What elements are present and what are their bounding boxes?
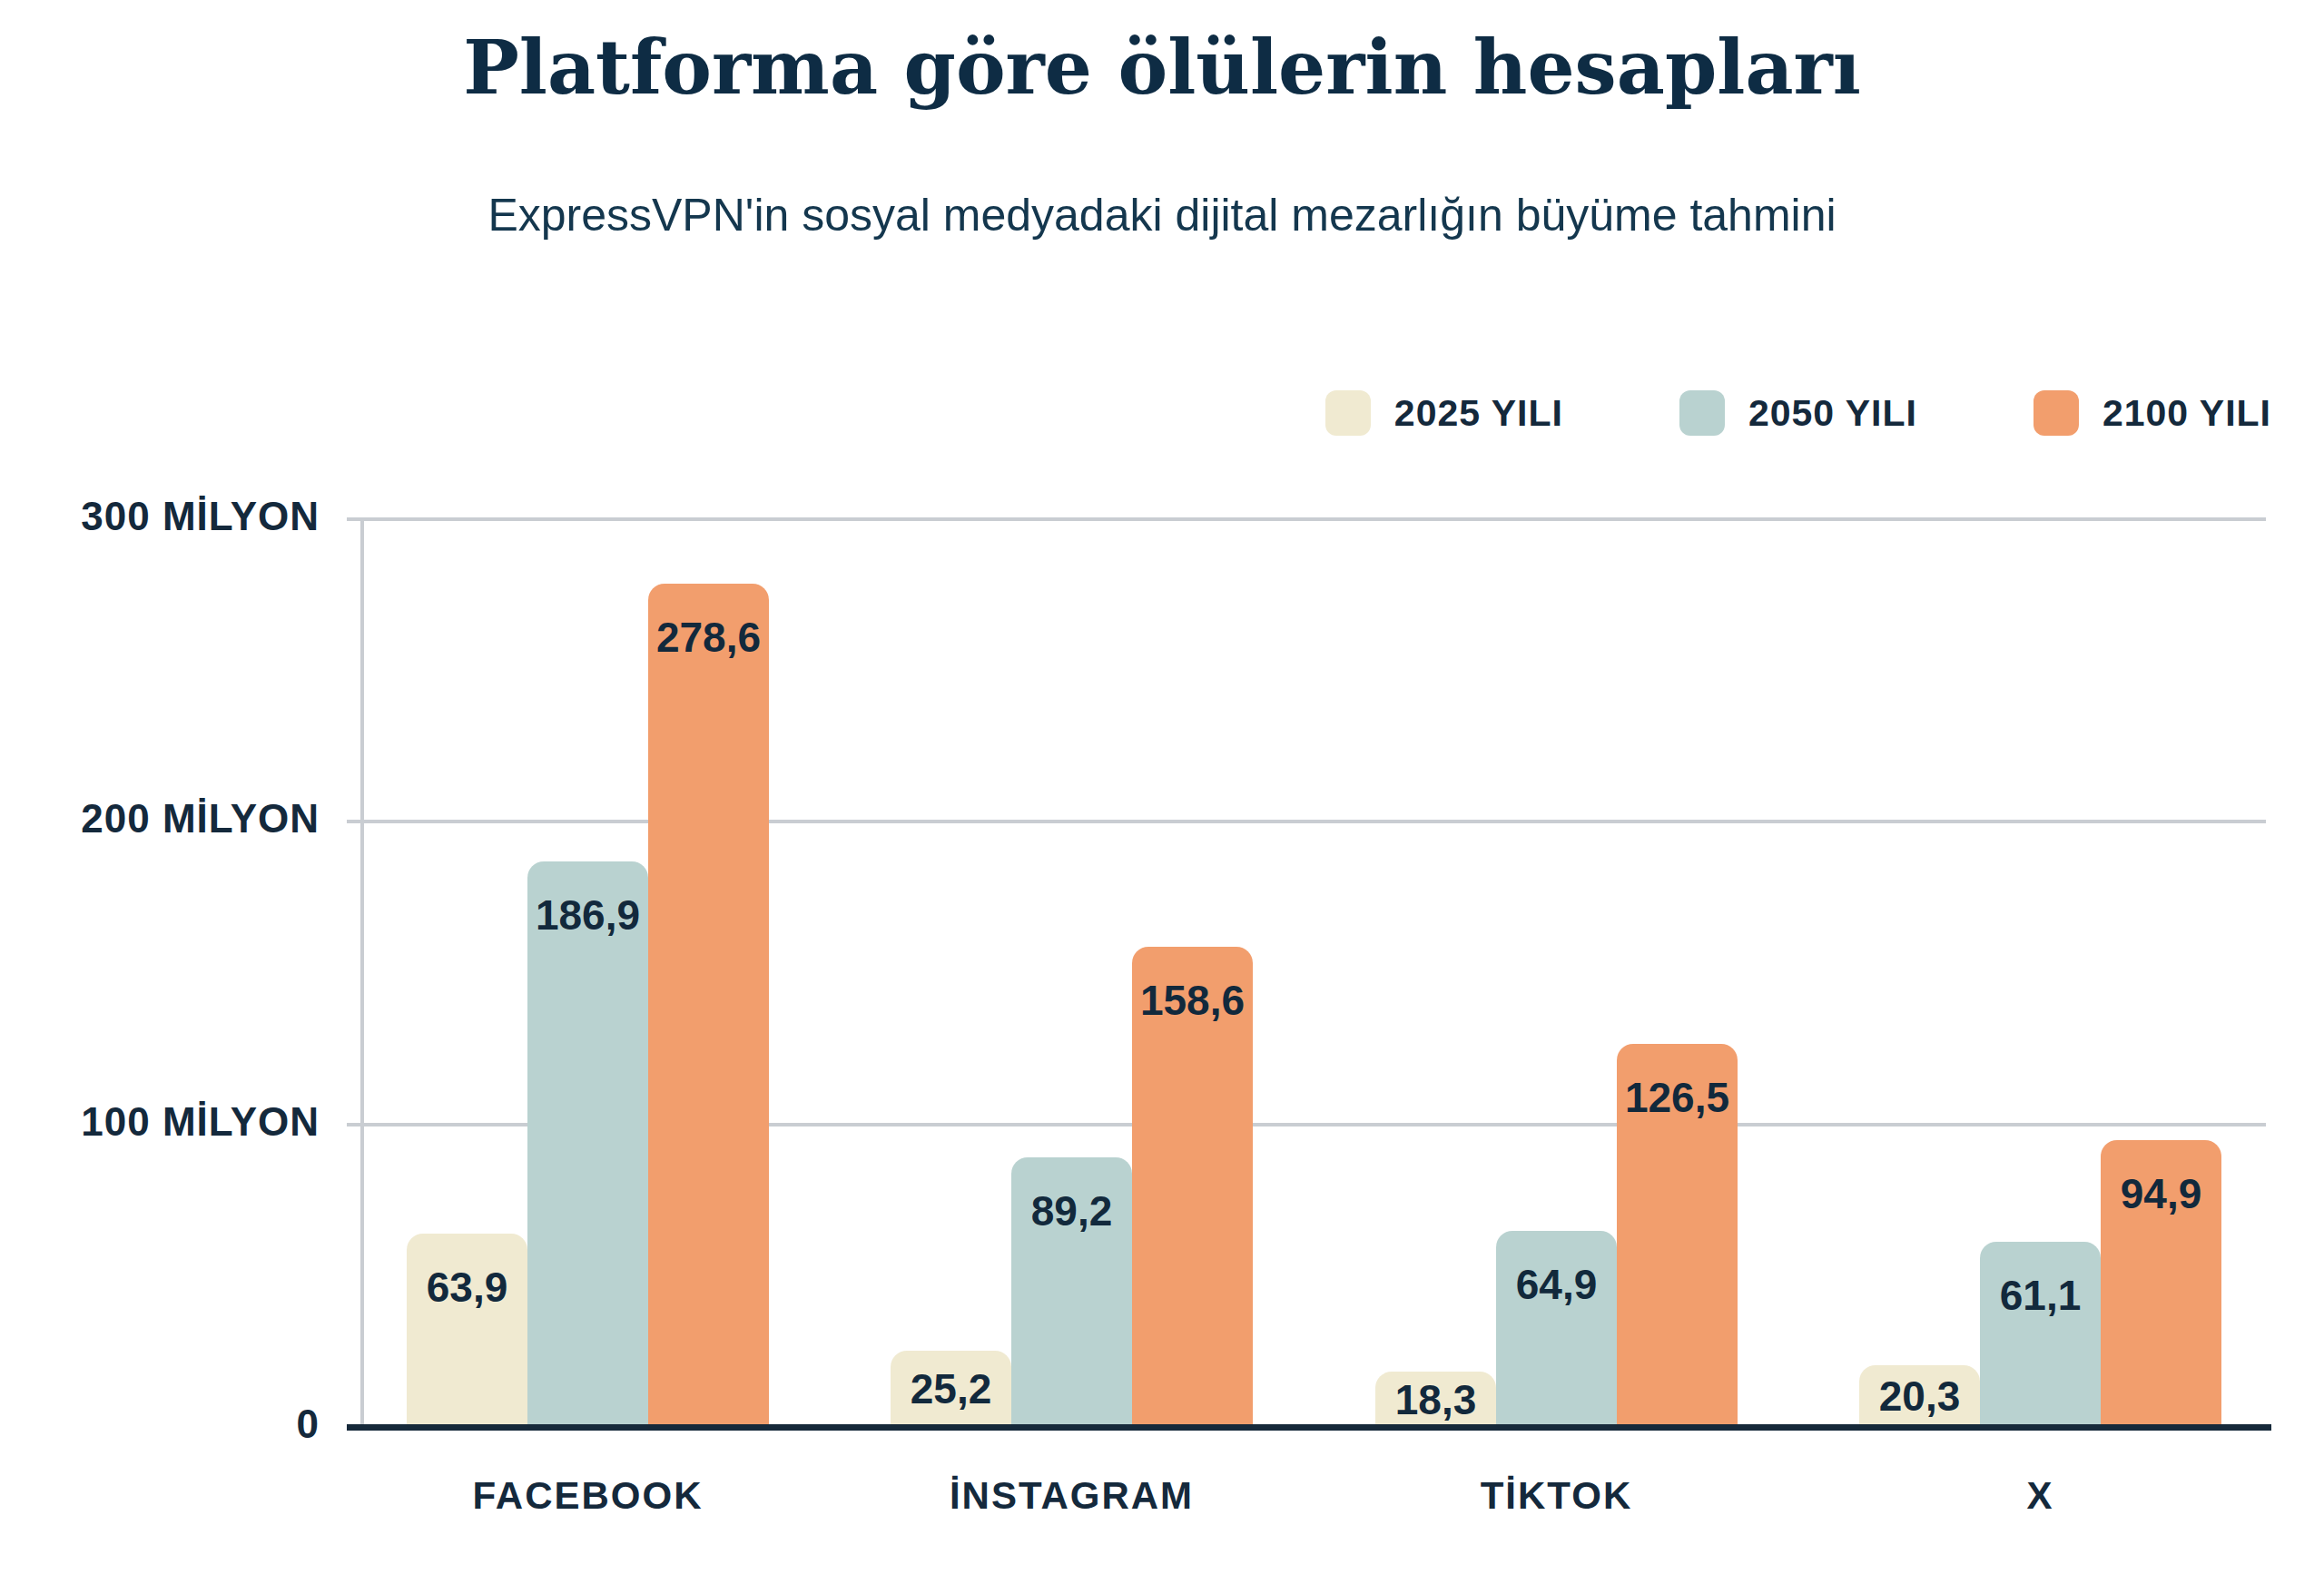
category-label-i̇nstagram: İNSTAGRAM [891,1474,1254,1518]
chart-canvas: Platforma göre ölülerin hesapları Expres… [0,0,2324,1584]
y-axis-tick-label: 0 [0,1402,320,1447]
y-axis-tick-label: 200 MİLYON [0,796,320,841]
y-axis-line [360,520,364,1427]
legend-swatch-icon [1325,390,1371,436]
legend-item-label: 2100 YILI [2102,392,2271,435]
legend-item-2025-yili: 2025 YILI [1325,390,1563,436]
bar-value-label: 126,5 [1617,1073,1738,1122]
gridline-200 [347,820,2266,823]
gridline-300 [347,517,2266,521]
bar-x-2050 [1980,1242,2101,1427]
bar-value-label: 64,9 [1496,1260,1617,1309]
bar-value-label: 25,2 [891,1364,1011,1413]
bar-value-label: 278,6 [648,613,769,662]
bar-value-label: 89,2 [1011,1186,1132,1235]
bar-value-label: 158,6 [1132,976,1253,1025]
category-label-ti̇ktok: TİKTOK [1375,1474,1738,1518]
bar-value-label: 63,9 [407,1263,527,1312]
legend-item-label: 2050 YILI [1748,392,1917,435]
bar-facebook-2100 [648,584,769,1427]
bar-value-label: 18,3 [1375,1375,1496,1424]
legend-item-2100-yili: 2100 YILI [2034,390,2271,436]
bar-value-label: 20,3 [1859,1372,1980,1421]
chart-subtitle: ExpressVPN'in sosyal medyadaki dijital m… [0,189,2324,241]
legend-item-label: 2025 YILI [1394,392,1563,435]
bar-value-label: 61,1 [1980,1271,2101,1320]
legend-swatch-icon [1679,390,1725,436]
bar-value-label: 186,9 [527,890,648,940]
chart-title: Platforma göre ölülerin hesapları [0,24,2324,111]
y-axis-tick-label: 300 MİLYON [0,494,320,539]
legend-item-2050-yili: 2050 YILI [1679,390,1917,436]
x-axis-line [347,1424,2271,1431]
category-label-x: X [1859,1474,2222,1518]
bar-facebook-2050 [527,861,648,1427]
y-axis-tick-label: 100 MİLYON [0,1099,320,1145]
legend-swatch-icon [2034,390,2079,436]
legend: 2025 YILI 2050 YILI 2100 YILI [1325,390,2271,436]
bar-value-label: 94,9 [2101,1169,2221,1218]
category-label-facebook: FACEBOOK [407,1474,770,1518]
